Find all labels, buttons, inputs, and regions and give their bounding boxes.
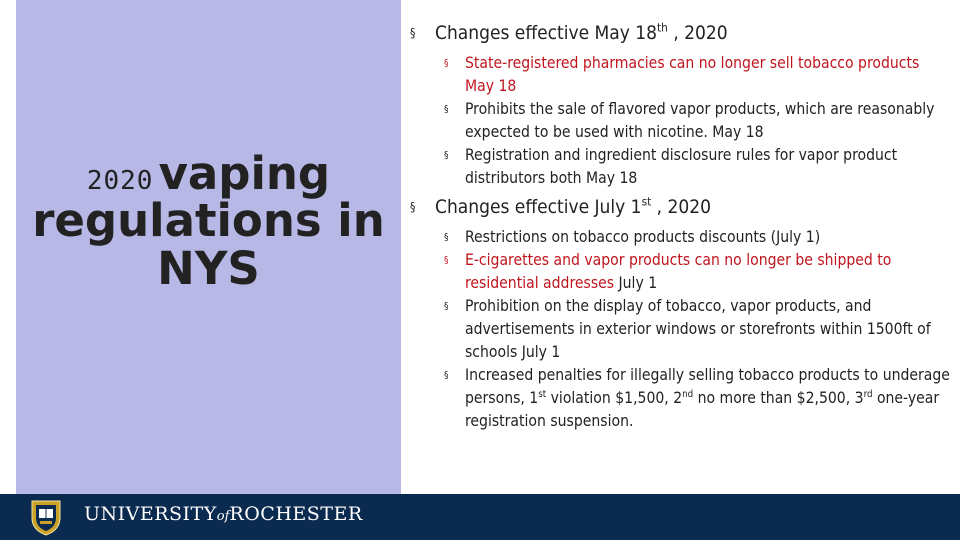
title-line-nys: NYS	[157, 241, 260, 295]
square-bullet-icon: §	[444, 301, 449, 312]
list-item: § E-cigarettes and vapor products can no…	[444, 251, 892, 292]
may-items-list: § State-registered pharmacies can no lon…	[444, 52, 950, 190]
square-bullet-icon: §	[410, 26, 416, 40]
july-items-list: § Restrictions on tobacco products disco…	[444, 226, 950, 433]
square-bullet-icon: §	[444, 58, 449, 69]
university-seal-icon	[31, 500, 61, 536]
title-word-vaping: vaping	[158, 147, 331, 200]
section-heading-may: § Changes effective May 18th , 2020	[410, 20, 728, 44]
list-item: § Prohibits the sale of flavored vapor p…	[444, 100, 935, 141]
list-item: § Increased penalties for illegally sell…	[444, 366, 950, 430]
square-bullet-icon: §	[444, 255, 449, 266]
square-bullet-icon: §	[444, 232, 449, 243]
title-line-regulations: regulations in	[32, 194, 385, 248]
list-item: § Restrictions on tobacco products disco…	[444, 226, 950, 249]
university-wordmark: UNIVERSITYofROCHESTER	[84, 503, 363, 525]
bullet-content: § Changes effective May 18th , 2020 § St…	[410, 20, 950, 437]
list-item: § Prohibition on the display of tobacco,…	[444, 297, 931, 361]
square-bullet-icon: §	[444, 104, 449, 115]
square-bullet-icon: §	[444, 370, 449, 381]
footer-bar: UNIVERSITYofROCHESTER	[0, 494, 960, 540]
list-item: § Registration and ingredient disclosure…	[444, 146, 898, 187]
title-year: 2020	[86, 166, 154, 196]
section-heading-july: § Changes effective July 1st , 2020	[410, 194, 712, 218]
list-item: § State-registered pharmacies can no lon…	[444, 54, 920, 95]
square-bullet-icon: §	[444, 150, 449, 161]
title-panel	[16, 0, 401, 494]
square-bullet-icon: §	[410, 200, 416, 214]
slide-title: 2020 vaping regulations in NYS	[16, 150, 401, 292]
